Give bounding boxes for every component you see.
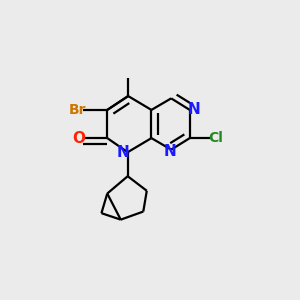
- Text: O: O: [72, 130, 86, 146]
- Text: N: N: [188, 102, 200, 117]
- Text: N: N: [164, 144, 177, 159]
- Text: Br: Br: [68, 103, 86, 117]
- Text: Cl: Cl: [208, 131, 223, 145]
- Text: N: N: [117, 145, 129, 160]
